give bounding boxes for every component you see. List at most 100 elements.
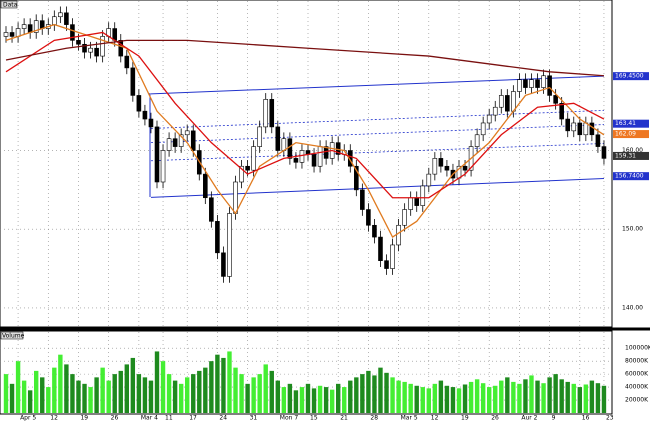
volume-bar (136, 374, 142, 413)
candle-body (480, 122, 486, 136)
candle-body (317, 146, 323, 167)
volume-bar (535, 380, 540, 413)
volume-bar (426, 388, 431, 413)
volume-tick-label: 80000K (625, 358, 649, 365)
candle-body (166, 138, 172, 151)
volume-bar (233, 367, 238, 413)
moving-average (5, 31, 605, 199)
volume-bar (323, 387, 329, 413)
volume-bar (148, 380, 154, 413)
candle-body (52, 16, 57, 25)
candle-body (414, 197, 420, 206)
x-tick-label: 16 (582, 415, 590, 422)
volume-bar (348, 380, 353, 413)
volume-bar (15, 361, 21, 413)
candle-body (178, 134, 184, 147)
price-label: 159.31 (615, 152, 636, 159)
volume-bar (52, 367, 57, 413)
volume-bar (342, 387, 347, 413)
volume-bar (529, 375, 534, 413)
candle-body (498, 95, 504, 108)
candle-body (281, 138, 287, 151)
y-tick-label: 150.00 (622, 226, 643, 233)
candle-body (148, 118, 154, 128)
candle-body (511, 91, 516, 112)
volume-bar (474, 379, 480, 413)
volume-bar (130, 357, 136, 413)
candle-body (492, 106, 498, 116)
volume-bar (589, 380, 595, 413)
candle-body (547, 75, 552, 96)
volume-bar (432, 383, 438, 413)
x-tick-label: 17 (189, 415, 197, 422)
candle-body (432, 158, 438, 175)
candle-body (517, 79, 522, 92)
candle-body (269, 99, 275, 128)
candle-body (535, 79, 540, 88)
volume-bar (191, 374, 196, 413)
candle-body (124, 55, 130, 69)
volume-bar (402, 381, 407, 413)
candle-body (601, 146, 607, 159)
candle-body (245, 165, 250, 171)
candle-body (541, 75, 546, 88)
candle-body (130, 67, 136, 96)
x-tick-label: 31 (250, 415, 258, 422)
candle-body (21, 24, 27, 29)
volume-bar (317, 385, 323, 413)
price-label-box (613, 119, 649, 128)
volume-bar (293, 390, 299, 413)
volume-bar (305, 383, 311, 413)
channel-line (150, 143, 604, 162)
candle-body (408, 197, 413, 210)
y-tick-label: 140.00 (622, 304, 643, 311)
volume-bar (245, 383, 250, 413)
volume-bar (76, 380, 81, 413)
candle-body (160, 150, 166, 183)
volume-bar (372, 375, 377, 413)
volume-bar (82, 383, 87, 413)
candle-body (209, 197, 214, 222)
price-label-box (613, 72, 649, 81)
x-tick-label: 23 (606, 415, 614, 422)
price-label: 162.09 (615, 131, 636, 138)
candle-body (595, 134, 601, 147)
volume-bar (378, 367, 383, 413)
candle-body (142, 110, 148, 120)
volume-bar (390, 377, 395, 413)
x-tick-label: 11 (165, 415, 173, 422)
x-tick-label: 19 (80, 415, 88, 422)
volume-bar (414, 385, 419, 413)
candle-body (233, 181, 238, 214)
x-tick-label: Mon 7 (280, 415, 299, 422)
channel-line (150, 124, 604, 144)
volume-bar (118, 370, 123, 413)
x-tick-label: 24 (219, 415, 227, 422)
volume-bar (70, 374, 75, 413)
price-label-box (613, 172, 649, 181)
candle-body (505, 95, 510, 112)
candle-body (420, 185, 426, 206)
volume-title: Volume (2, 333, 25, 340)
volume-bar (396, 380, 401, 413)
candle-body (299, 150, 305, 163)
channel-line (150, 75, 604, 95)
candle-body (100, 36, 105, 57)
volume-bar (456, 388, 462, 413)
candle-body (583, 122, 589, 136)
volume-bar (384, 372, 389, 413)
volume-bar (505, 377, 510, 413)
volume-bar (239, 374, 244, 413)
volume-bar (420, 387, 425, 413)
volume-bar (450, 387, 456, 413)
volume-bar (21, 380, 27, 413)
x-tick-label: Apr 5 (20, 415, 36, 422)
x-tick-label: 12 (431, 415, 439, 422)
volume-bar (154, 351, 160, 413)
volume-bar (34, 370, 39, 413)
candle-body (154, 126, 160, 183)
candle-body (227, 213, 232, 277)
volume-bar (311, 388, 317, 413)
volume-bar (511, 381, 516, 413)
